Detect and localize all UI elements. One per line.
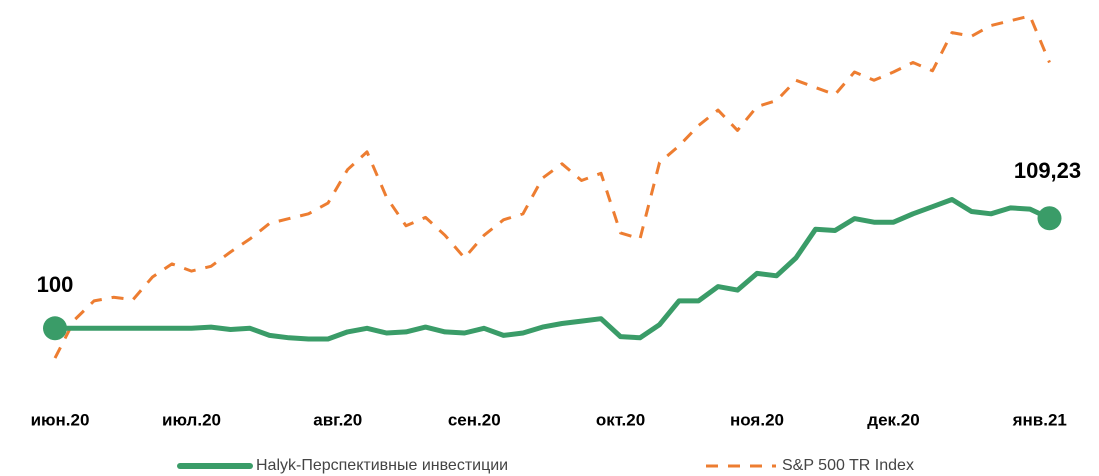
series-line <box>53 14 1051 359</box>
x-tick-label: июн.20 <box>31 410 90 429</box>
x-tick-label: окт.20 <box>596 410 645 429</box>
value-label: 100 <box>37 272 74 297</box>
x-tick-label: янв.21 <box>1012 410 1067 429</box>
x-tick-label: сен.20 <box>448 410 501 429</box>
x-tick-label: дек.20 <box>867 410 919 429</box>
series-line <box>52 197 1052 342</box>
legend-label: Halyk-Перспективные инвестиции <box>256 457 508 474</box>
end-point <box>43 316 67 341</box>
value-label: 109,23 <box>1014 158 1081 183</box>
legend-label: S&P 500 TR Index <box>782 457 914 474</box>
end-point <box>1037 206 1062 231</box>
x-tick-label: ноя.20 <box>730 410 784 429</box>
x-tick-label: июл.20 <box>162 410 221 429</box>
x-tick-label: авг.20 <box>313 410 362 429</box>
